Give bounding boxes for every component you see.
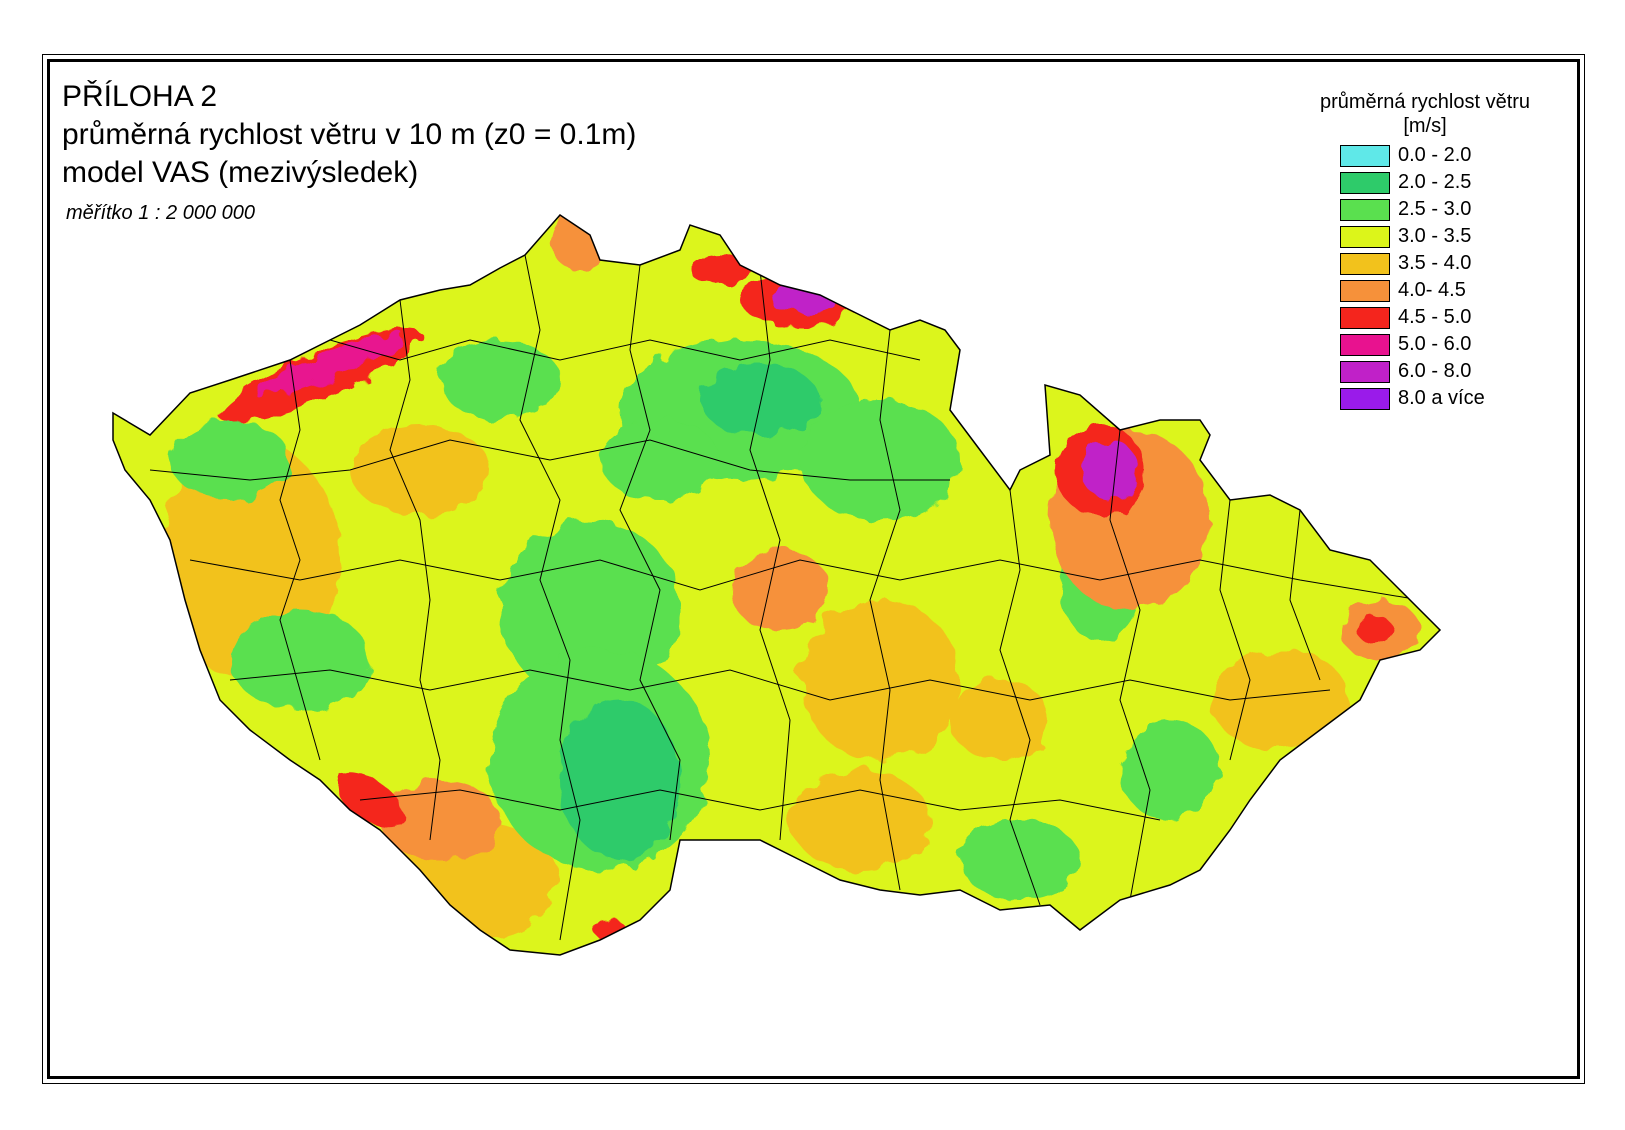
- legend-item: 0.0 - 2.0: [1340, 142, 1570, 169]
- legend-swatch: [1340, 225, 1390, 248]
- legend-swatch: [1340, 333, 1390, 356]
- legend-swatch: [1340, 144, 1390, 167]
- map-title: PŘÍLOHA 2 průměrná rychlost větru v 10 m…: [62, 78, 636, 192]
- legend-label: 6.0 - 8.0: [1398, 360, 1472, 382]
- legend-item: 4.0- 4.5: [1340, 277, 1570, 304]
- map-inner-frame: [47, 59, 1580, 1079]
- title-line-3: model VAS (mezivýsledek): [62, 156, 419, 189]
- legend-swatch: [1340, 171, 1390, 194]
- legend-item: 2.5 - 3.0: [1340, 196, 1570, 223]
- legend-swatch: [1340, 279, 1390, 302]
- legend-label: 2.0 - 2.5: [1398, 171, 1472, 193]
- legend-label: 3.0 - 3.5: [1398, 225, 1472, 247]
- legend-label: 4.0- 4.5: [1398, 279, 1466, 301]
- title-line-1: PŘÍLOHA 2: [62, 80, 218, 113]
- legend-item: 4.5 - 5.0: [1340, 304, 1570, 331]
- legend-items: 0.0 - 2.0 2.0 - 2.5 2.5 - 3.0 3.0 - 3.5 3.5 …: [1340, 142, 1570, 412]
- legend-label: 4.5 - 5.0: [1398, 306, 1472, 328]
- legend-item: 3.0 - 3.5: [1340, 223, 1570, 250]
- legend-label: 3.5 - 4.0: [1398, 252, 1472, 274]
- legend-item: 5.0 - 6.0: [1340, 331, 1570, 358]
- legend-swatch: [1340, 198, 1390, 221]
- legend: průměrná rychlost větru [m/s] 0.0 - 2.0 2…: [1280, 90, 1570, 412]
- legend-label: 8.0 a více: [1398, 387, 1485, 409]
- map-scale: měřítko 1 : 2 000 000: [66, 202, 256, 224]
- legend-unit: [m/s]: [1403, 115, 1447, 137]
- legend-item: 8.0 a více: [1340, 385, 1570, 412]
- legend-item: 6.0 - 8.0: [1340, 358, 1570, 385]
- legend-label: 0.0 - 2.0: [1398, 144, 1472, 166]
- legend-swatch: [1340, 252, 1390, 275]
- legend-swatch: [1340, 387, 1390, 410]
- district-boundaries: [149, 254, 1421, 941]
- legend-label: 2.5 - 3.0: [1398, 198, 1472, 220]
- legend-swatch: [1340, 360, 1390, 383]
- wind-speed-raster: [113, 215, 1440, 955]
- legend-label: 5.0 - 6.0: [1398, 333, 1472, 355]
- title-line-2: průměrná rychlost větru v 10 m (z0 = 0.1…: [62, 118, 637, 151]
- legend-item: 2.0 - 2.5: [1340, 169, 1570, 196]
- map-outer-frame: [42, 54, 1585, 1084]
- legend-item: 3.5 - 4.0: [1340, 250, 1570, 277]
- legend-title: průměrná rychlost větru: [1319, 91, 1531, 113]
- legend-swatch: [1340, 306, 1390, 329]
